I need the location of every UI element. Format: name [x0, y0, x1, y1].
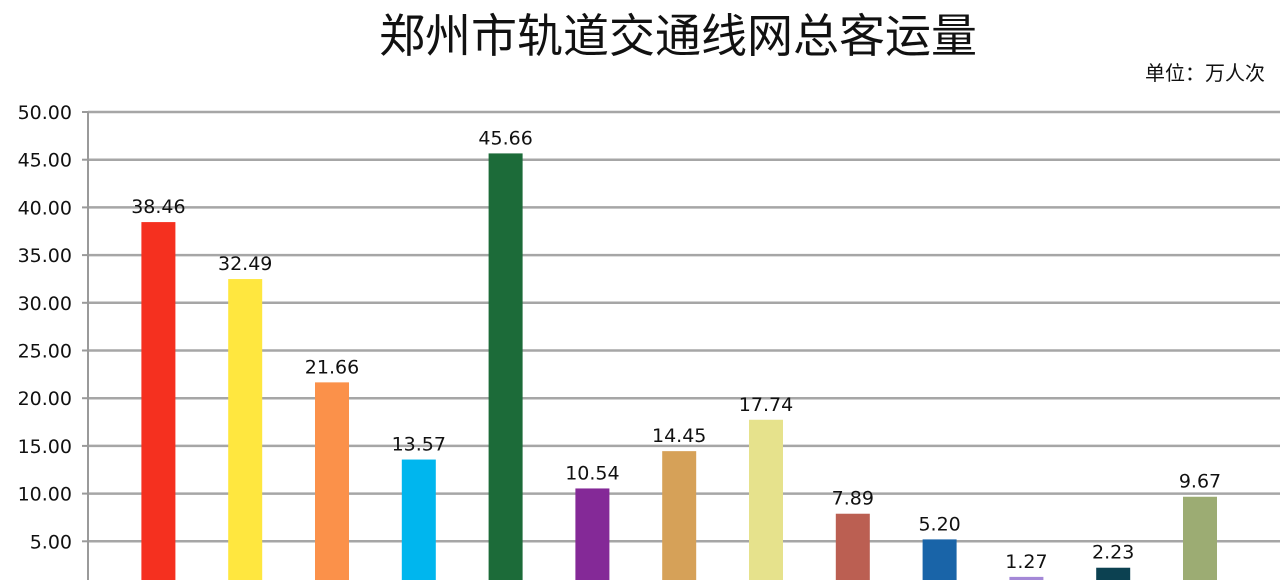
bar	[575, 488, 610, 580]
data-label: 13.57	[392, 434, 446, 456]
bar	[141, 222, 176, 580]
y-tick-label: 30.00	[18, 293, 72, 315]
y-tick-label: 15.00	[18, 436, 72, 458]
data-label: 32.49	[218, 253, 272, 275]
data-label: 9.67	[1179, 471, 1221, 493]
bar	[401, 459, 436, 580]
unit-label: 单位：万人次	[1145, 61, 1265, 85]
data-label: 21.66	[305, 356, 359, 378]
y-tick-label: 20.00	[18, 388, 72, 410]
gridlines	[88, 110, 1280, 543]
bar	[1009, 576, 1044, 580]
bar	[662, 451, 697, 580]
data-label: 5.20	[918, 513, 960, 535]
data-label: 2.23	[1092, 542, 1134, 564]
data-label: 7.89	[832, 488, 874, 510]
data-label: 38.46	[131, 196, 185, 218]
bar	[749, 419, 783, 580]
y-tick-label: 5.00	[30, 531, 72, 553]
y-tick-label: 40.00	[18, 197, 72, 219]
chart-title: 郑州市轨道交通线网总客运量	[379, 9, 977, 63]
data-label: 1.27	[1005, 551, 1047, 573]
y-tick-label: 10.00	[18, 484, 72, 506]
bar	[315, 382, 349, 580]
bar	[1096, 567, 1131, 580]
bars	[141, 153, 1217, 580]
data-label: 45.66	[478, 127, 532, 149]
bar	[1183, 496, 1217, 580]
data-label: 14.45	[652, 425, 706, 447]
data-label: 17.74	[739, 394, 793, 416]
y-tick-label: 35.00	[18, 245, 72, 267]
data-label: 10.54	[565, 462, 619, 484]
bar	[488, 153, 523, 580]
bar	[922, 539, 957, 580]
y-tick-label: 25.00	[18, 341, 72, 363]
bar	[228, 279, 263, 580]
y-tick-label: 50.00	[18, 102, 72, 124]
y-axis: 5.00 10.00 15.00 20.00 25.00 30.00 35.00 40.00 4…	[18, 102, 89, 580]
bar	[835, 513, 870, 580]
y-tick-label: 45.00	[18, 150, 72, 172]
data-labels: 38.46 32.49 21.66 13.57 45.66 10.54 14.45 17.74…	[131, 127, 1221, 572]
